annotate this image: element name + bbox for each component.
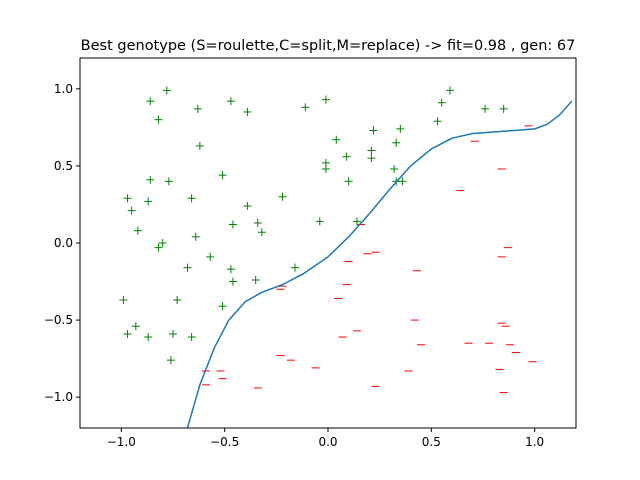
plus-point	[193, 104, 202, 113]
plus-point	[243, 202, 252, 210]
plus-point	[119, 296, 128, 305]
series-line	[186, 100, 573, 428]
x-tick-label: −0.5	[210, 435, 239, 449]
plus-point	[162, 86, 171, 95]
plus-point	[243, 107, 252, 116]
plus-point	[437, 98, 446, 107]
plus-point	[226, 265, 235, 274]
plus-point	[226, 97, 235, 106]
plus-point	[290, 263, 299, 272]
plus-point	[481, 104, 490, 113]
plus-point	[396, 124, 405, 133]
plus-point	[301, 103, 310, 112]
plus-point	[218, 171, 227, 180]
plus-point	[154, 115, 163, 124]
plus-point	[206, 252, 215, 261]
chart-axes: −1.0 −0.5 0.0 0.5 1.0 −1.0 −0.5 0.0 0.5 1.0	[44, 82, 544, 449]
plus-point	[315, 217, 324, 226]
plus-point	[144, 197, 153, 206]
plus-point	[321, 165, 330, 173]
plus-point	[367, 146, 376, 155]
y-tick-label: 0.5	[54, 159, 73, 173]
y-tick-label: −1.0	[44, 390, 73, 404]
plus-point	[367, 154, 376, 163]
y-tick-label: 0.0	[54, 236, 73, 250]
plus-point	[228, 220, 237, 229]
y-tick-label: −0.5	[44, 313, 73, 327]
chart-title: Best genotype (S=roulette,C=split,M=repl…	[81, 38, 576, 54]
chart-marks	[119, 86, 573, 428]
plus-point	[133, 226, 142, 235]
plus-point	[392, 138, 401, 147]
plus-point	[187, 333, 196, 342]
plus-point	[342, 152, 351, 161]
y-tick-label: 1.0	[54, 82, 73, 96]
plus-point	[183, 263, 192, 272]
plus-point	[169, 329, 177, 338]
x-tick-label: 0.0	[318, 435, 337, 449]
plus-point	[251, 276, 260, 284]
plus-point	[127, 206, 136, 215]
plus-point	[191, 232, 200, 241]
plus-point	[187, 194, 196, 203]
plus-point	[123, 194, 132, 203]
plus-point	[321, 95, 330, 104]
plus-point	[257, 228, 266, 237]
plus-point	[278, 192, 287, 201]
x-tick-label: 0.5	[422, 435, 441, 449]
plus-point	[131, 322, 140, 331]
plus-point	[253, 218, 262, 227]
plus-point	[146, 175, 155, 184]
plus-point	[144, 333, 153, 342]
plus-point	[369, 126, 378, 135]
plus-point	[195, 141, 204, 150]
plus-point	[344, 177, 353, 186]
plus-point	[173, 296, 182, 305]
plus-point	[445, 86, 454, 95]
plus-point	[332, 135, 341, 144]
x-tick-label: −1.0	[107, 435, 136, 449]
plus-point	[158, 239, 167, 247]
plus-point	[398, 177, 407, 186]
plus-point	[218, 302, 227, 311]
plus-point	[164, 177, 173, 186]
plus-point	[166, 356, 175, 365]
plus-point	[146, 97, 155, 106]
plot-area	[80, 58, 576, 428]
plus-point	[499, 104, 508, 113]
x-tick-label: 1.0	[525, 435, 544, 449]
plus-point	[352, 217, 361, 226]
plus-point	[154, 243, 163, 252]
plus-point	[390, 165, 399, 173]
plus-point	[433, 117, 442, 126]
plus-point	[228, 277, 237, 286]
plus-point	[123, 329, 132, 338]
